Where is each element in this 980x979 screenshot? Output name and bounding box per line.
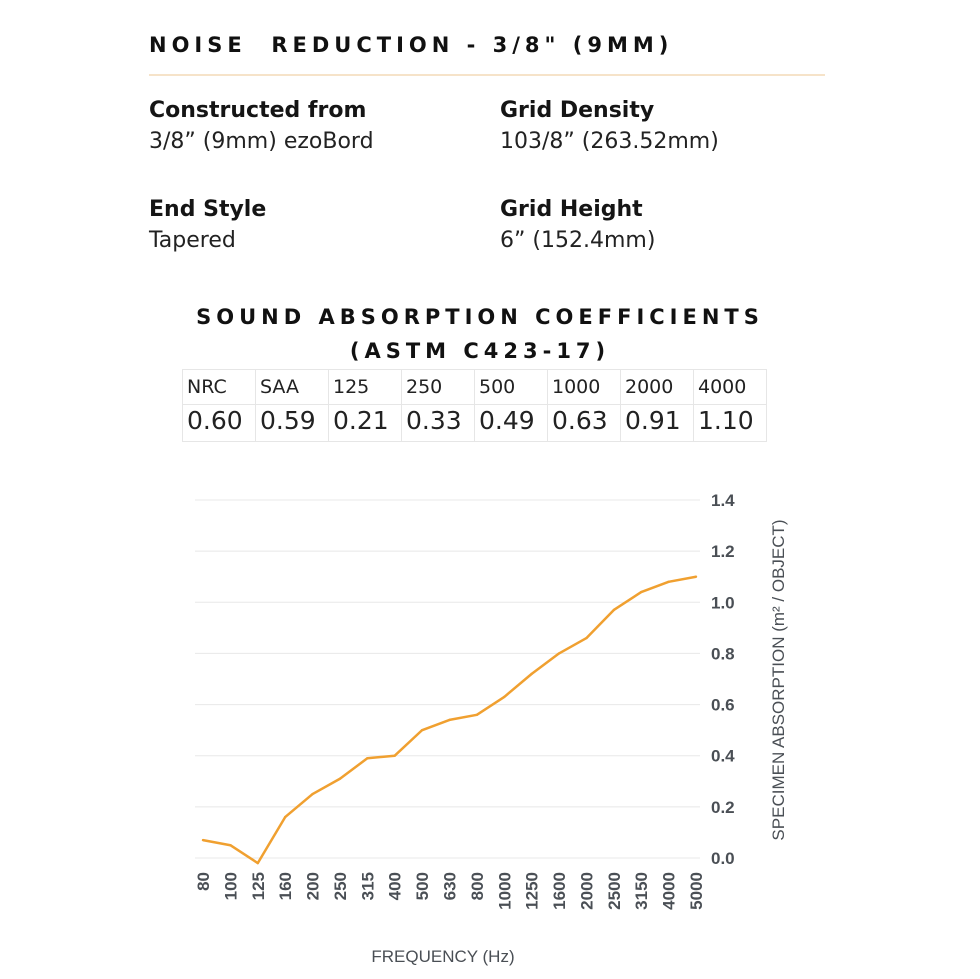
data-point [311, 792, 314, 796]
data-point [557, 652, 561, 655]
coef-value-cell: 0.49 [474, 404, 548, 442]
coefficients-title-line2: (ASTM C423-17) [349, 339, 611, 363]
coef-value-cell: 0.33 [401, 404, 475, 442]
spec-label: End Style [149, 197, 267, 222]
y-axis-label: SPECIMEN ABSORPTION (m² / OBJECT) [769, 519, 788, 840]
x-tick-label: 80 [194, 872, 213, 891]
data-point [229, 844, 232, 847]
x-tick-label: 160 [276, 872, 295, 900]
x-tick-label: 5000 [687, 872, 706, 910]
coef-header-cell: 1000 [547, 369, 621, 405]
chart-gridlines [195, 499, 700, 859]
chart-data-points [201, 575, 698, 865]
coef-header-cell: 4000 [693, 369, 767, 405]
y-tick-label: 0.6 [711, 696, 735, 715]
spec-value: Tapered [149, 228, 236, 253]
coef-header-cell: 500 [474, 369, 548, 405]
x-tick-label: 800 [468, 872, 487, 900]
coef-value-cell: 0.91 [620, 404, 694, 442]
x-tick-label: 2500 [605, 872, 624, 910]
coef-header-cell: SAA [255, 369, 329, 405]
coef-value-cell: 0.63 [547, 404, 621, 442]
coefficients-table: NRC SAA 125 250 500 1000 2000 4000 0.60 … [182, 369, 767, 442]
coef-value-cell: 1.10 [693, 404, 767, 442]
x-tick-label: 4000 [660, 872, 679, 910]
title-divider [149, 74, 825, 76]
data-point [585, 636, 588, 640]
x-tick-label: 1250 [523, 872, 542, 910]
coefficients-value-row: 0.60 0.59 0.21 0.33 0.49 0.63 0.91 1.10 [182, 404, 767, 442]
coefficients-title: SOUND ABSORPTION COEFFICIENTS (ASTM C423… [140, 300, 820, 368]
x-tick-label: 630 [441, 872, 460, 900]
spec-grid-height: Grid Height 6” (152.4mm) [500, 195, 830, 257]
spec-label: Constructed from [149, 98, 367, 123]
y-tick-label: 0.8 [711, 644, 735, 663]
x-tick-label: 500 [413, 872, 432, 900]
spec-value: 6” (152.4mm) [500, 228, 656, 253]
x-tick-label: 250 [331, 872, 350, 900]
spec-grid-density: Grid Density 103/8” (263.52mm) [500, 96, 830, 158]
y-tick-label: 0.4 [711, 747, 735, 766]
y-tick-label: 1.0 [711, 593, 735, 612]
absorption-line-chart: 0.0 0.2 0.4 0.6 0.8 1.0 1.2 1.4 80 100 125 160 200 2… [194, 491, 788, 966]
coef-value-cell: 0.59 [255, 404, 329, 442]
x-tick-label: 400 [386, 872, 405, 900]
coefficients-title-line1: SOUND ABSORPTION COEFFICIENTS [196, 305, 764, 329]
data-point [503, 695, 506, 699]
data-point [612, 608, 616, 612]
y-tick-label: 0.0 [711, 849, 735, 868]
x-tick-label: 100 [221, 872, 240, 900]
coef-header-cell: 250 [401, 369, 475, 405]
data-point [256, 861, 259, 865]
data-point [420, 728, 424, 732]
coef-header-cell: 125 [328, 369, 402, 405]
page-title: NOISE REDUCTION - 3/8" (9MM) [149, 33, 674, 57]
data-point [694, 575, 698, 578]
data-point [530, 672, 533, 676]
data-point [448, 718, 451, 722]
coef-value-cell: 0.60 [182, 404, 256, 442]
spec-constructed-from: Constructed from 3/8” (9mm) ezoBord [149, 96, 479, 158]
x-tick-label: 2000 [577, 872, 596, 910]
data-point [667, 580, 670, 584]
spec-end-style: End Style Tapered [149, 195, 479, 257]
coef-header-cell: 2000 [620, 369, 694, 405]
spec-value: 3/8” (9mm) ezoBord [149, 129, 374, 154]
data-point [283, 815, 287, 819]
spec-label: Grid Height [500, 197, 643, 222]
data-point [338, 777, 342, 780]
chart-y-tick-labels: 0.0 0.2 0.4 0.6 0.8 1.0 1.2 1.4 [711, 491, 735, 868]
spec-value: 103/8” (263.52mm) [500, 129, 719, 154]
coefficients-header-row: NRC SAA 125 250 500 1000 2000 4000 [182, 369, 767, 405]
x-tick-label: 200 [304, 872, 323, 900]
chart-x-tick-labels: 80 100 125 160 200 250 315 400 500 630 800 1000 1250… [194, 872, 706, 910]
y-tick-label: 0.2 [711, 798, 735, 817]
x-tick-label: 1000 [495, 872, 514, 910]
x-tick-label: 315 [358, 872, 377, 900]
coef-value-cell: 0.21 [328, 404, 402, 442]
data-point [640, 590, 643, 594]
x-axis-label: FREQUENCY (Hz) [371, 947, 514, 966]
x-tick-label: 125 [249, 872, 268, 900]
data-point [366, 757, 369, 760]
spec-label: Grid Density [500, 98, 655, 123]
data-point [393, 754, 396, 757]
coef-header-cell: NRC [182, 369, 256, 405]
x-tick-label: 3150 [632, 872, 651, 910]
x-tick-label: 1600 [550, 872, 569, 910]
data-point [475, 713, 479, 716]
y-tick-label: 1.4 [711, 491, 735, 510]
y-tick-label: 1.2 [711, 542, 735, 561]
data-point [201, 838, 205, 842]
